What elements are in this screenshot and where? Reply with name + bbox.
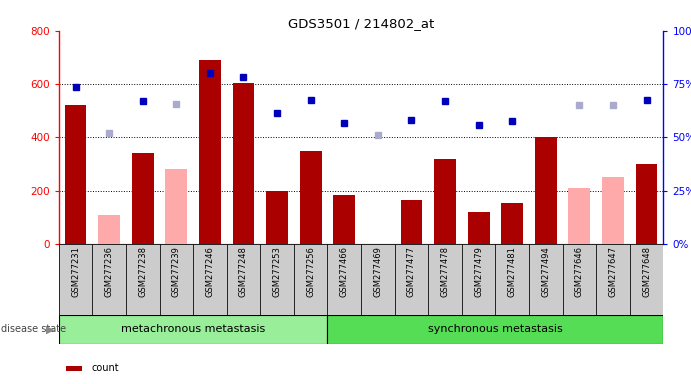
Bar	[59, 244, 93, 315]
Text: disease state: disease state	[1, 324, 66, 334]
Bar	[227, 244, 261, 315]
Bar	[596, 244, 630, 315]
Bar	[165, 169, 187, 244]
Bar	[569, 188, 590, 244]
Text: GSM277466: GSM277466	[340, 246, 349, 297]
Text: GSM277648: GSM277648	[642, 246, 651, 297]
Bar	[361, 244, 395, 315]
Text: GSM277494: GSM277494	[541, 246, 550, 297]
Bar	[66, 366, 82, 371]
Bar	[333, 195, 355, 244]
Bar	[630, 244, 663, 315]
Bar	[233, 83, 254, 244]
Text: GSM277469: GSM277469	[373, 246, 382, 297]
Bar	[160, 244, 193, 315]
Bar	[562, 244, 596, 315]
Bar	[462, 244, 495, 315]
Bar	[529, 244, 562, 315]
Text: count: count	[92, 364, 120, 374]
Bar	[501, 202, 523, 244]
Bar	[434, 159, 456, 244]
Bar	[261, 244, 294, 315]
Text: GSM277481: GSM277481	[508, 246, 517, 297]
Bar	[132, 153, 153, 244]
Bar	[300, 151, 321, 244]
Bar	[193, 244, 227, 315]
Text: GSM277477: GSM277477	[407, 246, 416, 297]
Bar	[401, 200, 422, 244]
Title: GDS3501 / 214802_at: GDS3501 / 214802_at	[288, 17, 434, 30]
Text: GSM277239: GSM277239	[172, 246, 181, 297]
Text: GSM277238: GSM277238	[138, 246, 147, 297]
Bar	[636, 164, 657, 244]
Bar	[468, 212, 489, 244]
Bar	[328, 244, 361, 315]
Bar	[59, 315, 328, 344]
Bar	[294, 244, 328, 315]
Text: synchronous metastasis: synchronous metastasis	[428, 324, 562, 334]
Text: GSM277256: GSM277256	[306, 246, 315, 297]
Text: GSM277646: GSM277646	[575, 246, 584, 297]
Bar	[395, 244, 428, 315]
Text: GSM277647: GSM277647	[609, 246, 618, 297]
Text: GSM277479: GSM277479	[474, 246, 483, 297]
Bar	[126, 244, 160, 315]
Bar	[98, 215, 120, 244]
Text: ▶: ▶	[46, 324, 55, 334]
Bar	[199, 60, 221, 244]
Bar	[93, 244, 126, 315]
Text: GSM277236: GSM277236	[104, 246, 113, 297]
Text: metachronous metastasis: metachronous metastasis	[121, 324, 265, 334]
Bar	[65, 105, 86, 244]
Bar	[495, 244, 529, 315]
Text: GSM277246: GSM277246	[205, 246, 214, 297]
Text: GSM277248: GSM277248	[239, 246, 248, 297]
Bar	[602, 177, 624, 244]
Bar	[428, 244, 462, 315]
Text: GSM277478: GSM277478	[441, 246, 450, 297]
Bar	[535, 137, 557, 244]
Bar	[266, 190, 288, 244]
Text: GSM277253: GSM277253	[272, 246, 281, 297]
Text: GSM277231: GSM277231	[71, 246, 80, 297]
Bar	[328, 315, 663, 344]
